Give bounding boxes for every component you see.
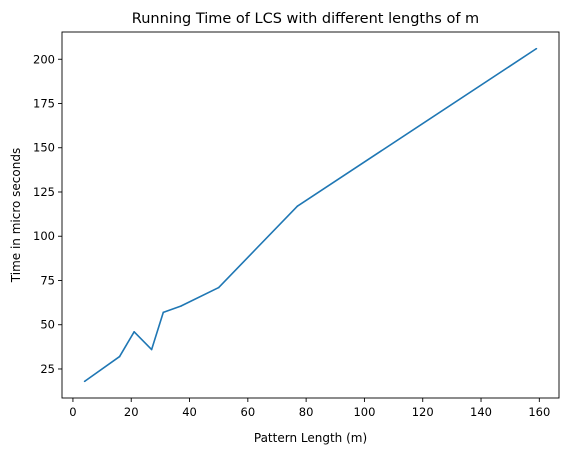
x-tick-label: 0 bbox=[69, 405, 76, 419]
y-tick-label: 175 bbox=[33, 97, 55, 111]
x-tick-label: 100 bbox=[353, 405, 375, 419]
y-tick-label: 100 bbox=[33, 229, 55, 243]
chart-title: Running Time of LCS with different lengt… bbox=[132, 11, 479, 27]
series-line bbox=[84, 47, 537, 383]
y-tick-label: 150 bbox=[33, 141, 55, 155]
x-tick-label: 60 bbox=[241, 405, 256, 419]
y-tick-label: 200 bbox=[33, 52, 55, 66]
data-point bbox=[118, 355, 121, 358]
y-axis: 25 50 75 100 125 150 175 200 bbox=[33, 52, 62, 376]
y-tick-label: 25 bbox=[40, 362, 55, 376]
data-points bbox=[83, 47, 538, 383]
x-tick-label: 20 bbox=[124, 405, 139, 419]
data-point bbox=[83, 380, 86, 383]
x-axis-label: Pattern Length (m) bbox=[254, 431, 367, 445]
y-tick-label: 75 bbox=[40, 273, 55, 287]
y-tick-label: 125 bbox=[33, 185, 55, 199]
x-tick-label: 160 bbox=[528, 405, 550, 419]
y-tick-label: 50 bbox=[40, 318, 55, 332]
data-point bbox=[217, 286, 220, 289]
x-tick-label: 140 bbox=[470, 405, 492, 419]
plot-area bbox=[61, 31, 560, 399]
y-axis-label: Time in micro seconds bbox=[9, 148, 23, 283]
data-point bbox=[133, 331, 135, 333]
data-point bbox=[535, 47, 538, 50]
data-point bbox=[296, 205, 299, 207]
x-tick-label: 80 bbox=[299, 405, 314, 419]
data-point bbox=[162, 311, 165, 314]
x-tick-label: 40 bbox=[182, 405, 197, 419]
x-tick-label: 120 bbox=[412, 405, 434, 419]
x-axis: 0 20 40 60 80 100 120 140 160 bbox=[69, 398, 550, 419]
data-point bbox=[150, 348, 153, 351]
data-point bbox=[179, 305, 182, 307]
